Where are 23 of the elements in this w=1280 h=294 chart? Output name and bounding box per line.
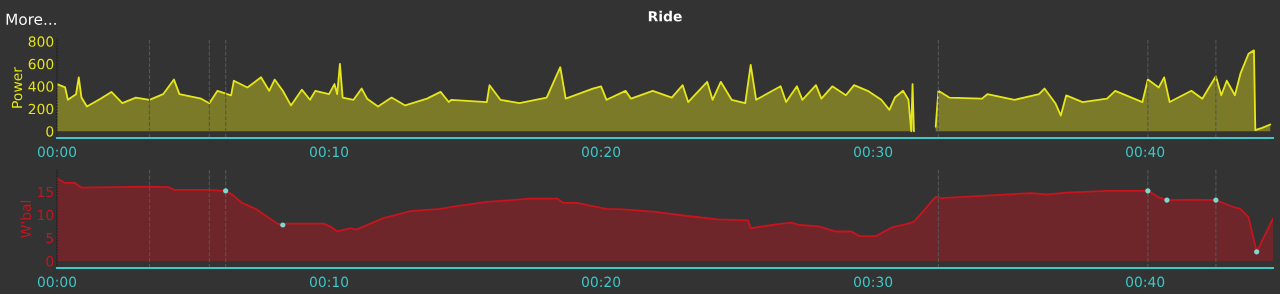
y-axis-title: W'bal xyxy=(20,200,32,238)
y-tick-label: 200 xyxy=(28,103,54,115)
x-tick-label: 00:40 xyxy=(1126,276,1165,288)
x-tick-label: 00:10 xyxy=(309,276,349,288)
y-tick-label: 600 xyxy=(28,58,54,70)
x-tick-label: 00:40 xyxy=(1126,146,1165,158)
y-tick-label: 0 xyxy=(46,256,54,267)
y-tick-label: 10 xyxy=(38,209,54,221)
y-tick-label: 400 xyxy=(28,81,54,92)
x-tick-label: 00:10 xyxy=(309,146,349,158)
x-tick-label: 00:30 xyxy=(854,276,893,288)
y-tick-label: 800 xyxy=(28,36,54,47)
y-tick-label: 5 xyxy=(46,233,54,244)
x-tick-label: 00:30 xyxy=(854,146,893,158)
x-tick-label: 00:20 xyxy=(581,146,621,158)
x-tick-label: 00:00 xyxy=(37,146,77,158)
y-tick-label: 15 xyxy=(38,186,54,198)
x-tick-label: 00:20 xyxy=(581,276,621,288)
chart-title: Ride xyxy=(648,10,682,22)
y-tick-label: 0 xyxy=(46,126,54,137)
text: More... xyxy=(6,13,56,26)
x-tick-label: 00:00 xyxy=(37,276,77,288)
y-axis-title: Power xyxy=(11,67,23,108)
